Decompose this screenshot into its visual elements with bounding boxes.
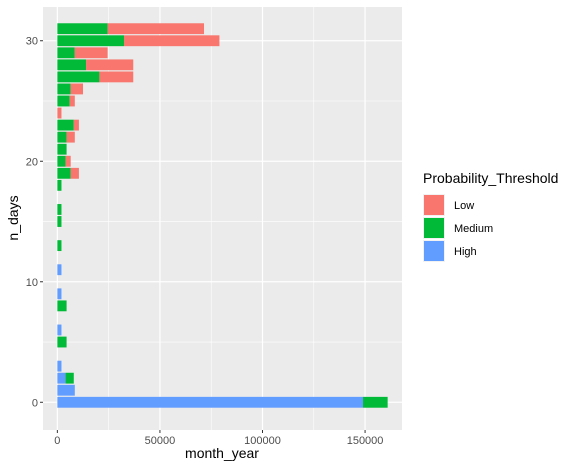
- bar-low-day-19: [70, 167, 79, 179]
- x-tick-label: 150000: [347, 435, 384, 447]
- bar-low-day-30: [124, 35, 220, 47]
- bar-high-day-11: [57, 264, 62, 276]
- bar-medium-day-18: [57, 179, 62, 191]
- x-tick-label: 0: [54, 435, 60, 447]
- axis-layer: 0 50000 100000 150000 0 10 20 30: [26, 36, 384, 447]
- bar-high-day-0: [57, 396, 364, 408]
- bar-low-day-26: [70, 83, 84, 95]
- legend-swatch-low: [424, 195, 444, 215]
- bar-low-day-25: [69, 95, 75, 107]
- x-axis-title: month_year: [185, 445, 259, 461]
- y-tick-label: 30: [26, 36, 38, 48]
- bar-high-day-2: [57, 372, 66, 384]
- bar-medium-day-20: [57, 155, 66, 167]
- bar-low-day-20: [65, 155, 71, 167]
- legend-title: Probability_Threshold: [423, 170, 558, 186]
- bar-low-day-29: [74, 47, 108, 59]
- bar-low-day-22: [66, 131, 75, 143]
- bar-medium-day-27: [57, 71, 100, 83]
- bar-medium-day-26: [57, 83, 71, 95]
- bar-low-day-28: [86, 59, 134, 71]
- bar-medium-day-13: [57, 240, 62, 252]
- bar-medium-day-28: [57, 59, 87, 71]
- bar-medium-day-23: [57, 119, 74, 131]
- bar-low-day-31: [107, 23, 205, 35]
- y-tick-label: 0: [32, 397, 38, 409]
- bar-medium-day-5: [57, 336, 67, 348]
- bar-medium-day-19: [57, 167, 71, 179]
- legend-swatch-high: [424, 241, 444, 261]
- bar-medium-day-8: [57, 300, 67, 312]
- y-tick-label: 10: [26, 277, 38, 289]
- legend-label-medium: Medium: [454, 223, 493, 235]
- bar-high-day-6: [57, 324, 62, 336]
- bar-low-day-23: [73, 119, 79, 131]
- legend: Probability_Threshold Low Medium High: [423, 170, 558, 262]
- legend-swatch-medium: [424, 218, 444, 238]
- bar-low-day-24: [57, 107, 62, 119]
- bar-medium-day-2: [65, 372, 74, 384]
- bar-high-day-9: [57, 288, 62, 300]
- y-tick-label: 20: [26, 156, 38, 168]
- legend-label-low: Low: [454, 200, 474, 212]
- x-tick-label: 100000: [244, 435, 281, 447]
- bar-high-day-1: [57, 384, 75, 396]
- bar-medium-day-31: [57, 23, 108, 35]
- legend-label-high: High: [454, 246, 477, 258]
- panel-background: [43, 7, 402, 430]
- bar-medium-day-30: [57, 35, 125, 47]
- x-tick-label: 50000: [145, 435, 176, 447]
- bar-layer: [57, 23, 388, 408]
- bar-medium-day-25: [57, 95, 70, 107]
- bar-high-day-3: [57, 360, 62, 372]
- bar-medium-day-29: [57, 47, 75, 59]
- bar-medium-day-22: [57, 131, 67, 143]
- bar-medium-day-21: [57, 143, 67, 155]
- y-axis-title: n_days: [5, 195, 21, 240]
- bar-medium-day-15: [57, 216, 62, 227]
- bar-medium-day-16: [57, 204, 62, 215]
- bar-low-day-27: [99, 71, 134, 83]
- bar-medium-day-0: [363, 396, 388, 408]
